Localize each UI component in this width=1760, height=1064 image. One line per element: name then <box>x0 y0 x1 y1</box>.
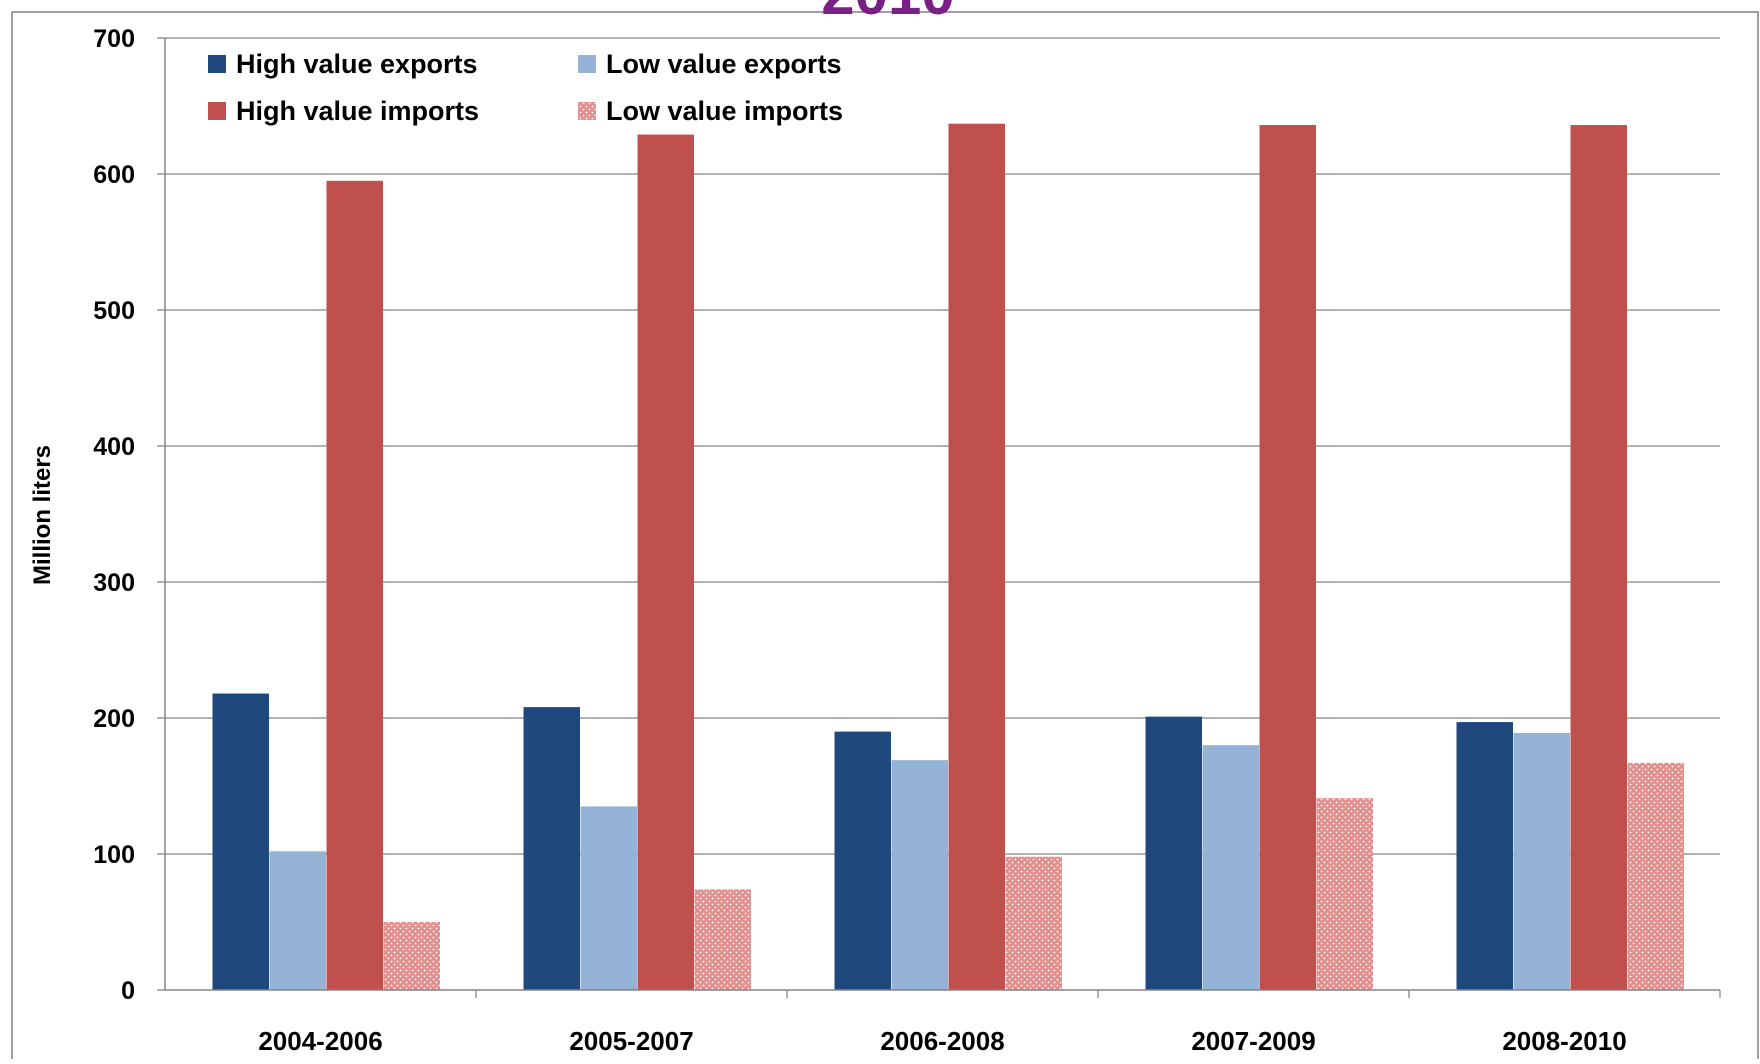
bar-low-value-exports-2007-2009 <box>1202 745 1259 990</box>
bar-high-value-imports-2007-2009 <box>1259 125 1316 991</box>
bar-low-value-exports-2005-2007 <box>580 806 637 990</box>
bar-low-value-exports-2004-2006 <box>269 851 326 990</box>
bar-high-value-imports-2004-2006 <box>326 180 383 991</box>
bar-low-value-exports-2006-2008 <box>891 760 948 990</box>
y-tick-label: 500 <box>93 297 135 325</box>
bar-low-value-exports-2008-2010 <box>1513 732 1570 990</box>
x-tick-label: 2008-2010 <box>1502 1026 1626 1056</box>
bar-low-value-imports-2008-2010 <box>1627 762 1684 990</box>
y-tick-label: 200 <box>93 705 135 733</box>
legend-swatch <box>578 102 596 120</box>
bar-high-value-exports-2006-2008 <box>834 731 891 990</box>
bar-high-value-exports-2008-2010 <box>1456 722 1513 990</box>
y-tick-label: 400 <box>93 433 135 461</box>
x-tick-label: 2007-2009 <box>1191 1026 1315 1056</box>
x-tick-label: 2005-2007 <box>569 1026 693 1056</box>
legend-label: High value exports <box>236 49 478 79</box>
bar-high-value-exports-2007-2009 <box>1145 716 1202 990</box>
bar-low-value-imports-2006-2008 <box>1005 856 1062 990</box>
x-axis-ticks: 2004-2006 2005-2007 2006-2008 2007-2009 2008… <box>258 990 1721 1056</box>
y-tick-label: 0 <box>121 977 135 1005</box>
legend: High value exports Low value exports High … <box>208 49 843 126</box>
legend-label: Low value exports <box>606 49 842 79</box>
bar-high-value-imports-2006-2008 <box>948 123 1005 991</box>
x-tick-label: 2004-2006 <box>258 1026 382 1056</box>
legend-swatch <box>578 55 596 73</box>
chart-title: 2010 <box>821 0 954 27</box>
bar-low-value-imports-2007-2009 <box>1316 798 1373 990</box>
y-tick-label: 600 <box>93 161 135 189</box>
bar-high-value-imports-2008-2010 <box>1570 125 1627 991</box>
bar-high-value-exports-2004-2006 <box>212 693 269 990</box>
x-tick-label: 2006-2008 <box>880 1026 1004 1056</box>
bar-low-value-imports-2004-2006 <box>383 922 440 990</box>
y-tick-label: 700 <box>93 25 135 53</box>
legend-label: Low value imports <box>606 96 843 126</box>
y-axis-ticks: 0 100 200 300 400 500 600 700 <box>93 25 165 1005</box>
legend-label: High value imports <box>236 96 479 126</box>
y-tick-label: 100 <box>93 841 135 869</box>
legend-swatch <box>208 102 226 120</box>
bars <box>212 123 1684 991</box>
bar-low-value-imports-2005-2007 <box>694 889 751 990</box>
bar-high-value-exports-2005-2007 <box>523 707 580 990</box>
y-axis-label: Million liters <box>29 445 56 585</box>
legend-swatch <box>208 55 226 73</box>
y-tick-label: 300 <box>93 569 135 597</box>
bar-high-value-imports-2005-2007 <box>637 134 694 990</box>
axes <box>164 38 1720 991</box>
